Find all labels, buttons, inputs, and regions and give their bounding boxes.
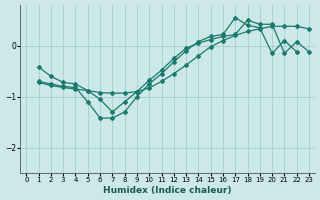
X-axis label: Humidex (Indice chaleur): Humidex (Indice chaleur) — [103, 186, 232, 195]
